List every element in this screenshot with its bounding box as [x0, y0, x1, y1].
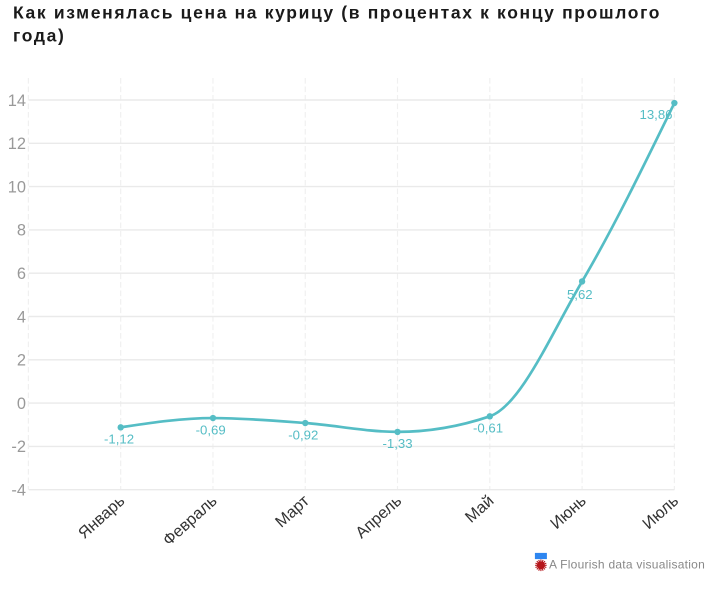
svg-text:Февраль: Февраль	[159, 492, 220, 550]
svg-text:Как изменялась цена на курицу: Как изменялась цена на курицу (в процент…	[13, 2, 661, 22]
svg-text:-4: -4	[11, 482, 26, 500]
svg-text:6: 6	[17, 265, 26, 283]
svg-text:12: 12	[8, 135, 26, 153]
svg-text:-0,92: -0,92	[288, 427, 318, 442]
svg-text:-0,61: -0,61	[473, 421, 503, 436]
svg-text:года): года)	[13, 26, 65, 46]
svg-text:-1,12: -1,12	[104, 431, 134, 446]
svg-text:-0,69: -0,69	[196, 423, 226, 438]
svg-text:5,62: 5,62	[567, 287, 593, 302]
svg-text:0: 0	[17, 395, 26, 413]
svg-text:Июль: Июль	[639, 492, 682, 533]
svg-text:Апрель: Апрель	[352, 492, 405, 542]
svg-text:-1,33: -1,33	[382, 436, 412, 451]
svg-text:A Flourish data visualisation: A Flourish data visualisation	[549, 558, 705, 572]
svg-text:-2: -2	[11, 438, 26, 456]
svg-text:Январь: Январь	[75, 492, 129, 543]
svg-text:4: 4	[17, 308, 26, 326]
svg-text:Май: Май	[462, 492, 498, 527]
svg-text:2: 2	[17, 352, 26, 370]
svg-text:10: 10	[8, 178, 26, 196]
svg-text:14: 14	[8, 92, 26, 110]
svg-text:Июнь: Июнь	[547, 492, 590, 533]
svg-text:8: 8	[17, 222, 26, 240]
svg-text:Март: Март	[272, 491, 313, 531]
svg-text:13,86: 13,86	[639, 107, 672, 122]
